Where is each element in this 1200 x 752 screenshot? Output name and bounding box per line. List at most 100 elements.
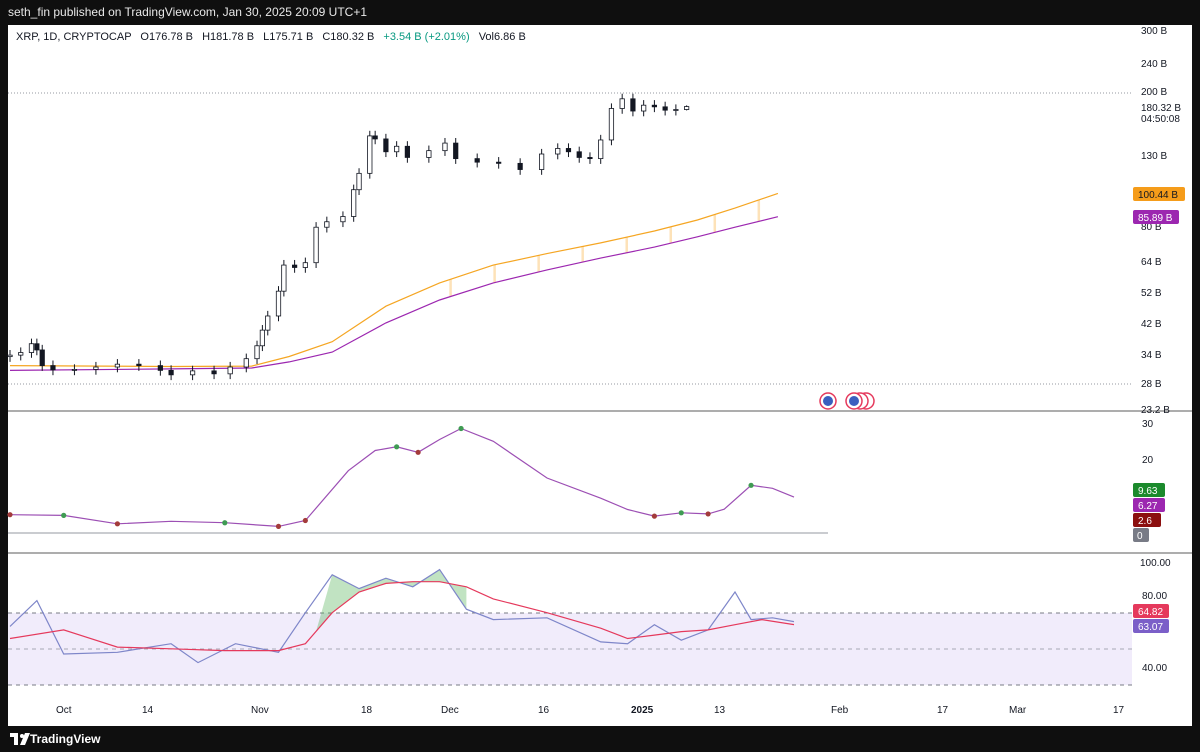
legend-open: O176.78 B — [140, 31, 193, 43]
ema-fill-segment — [581, 246, 584, 262]
legend-symbol: XRP, 1D, CRYPTOCAP — [16, 31, 131, 43]
candle-body — [259, 329, 265, 347]
ema-fast-line — [9, 192, 779, 368]
candle-body — [313, 226, 319, 264]
candle-body — [34, 343, 40, 351]
candle-body — [351, 189, 357, 217]
event-flags[interactable] — [819, 392, 875, 410]
candle-body — [641, 104, 647, 112]
candlestick-series — [7, 93, 690, 381]
time-label: 18 — [361, 705, 373, 716]
adx-signal-dot — [114, 521, 120, 527]
candle-body — [157, 365, 163, 371]
candle-body — [7, 354, 13, 358]
candle-body — [474, 158, 480, 163]
candle-body — [684, 106, 690, 110]
ema-fill-segment — [537, 255, 540, 272]
rsi-tick: 40.00 — [1142, 663, 1167, 674]
price-tick: 80 B — [1141, 222, 1162, 233]
rsi-badge: 64.82 — [1133, 604, 1169, 618]
candle-body — [324, 221, 330, 228]
price-tick: 64 B — [1141, 257, 1162, 268]
ema-slow-badge: 85.89 B — [1133, 210, 1179, 224]
candle-body — [662, 106, 668, 111]
svg-text:6.27: 6.27 — [1138, 501, 1158, 512]
candle-body — [576, 151, 582, 158]
adx-signal-dot — [458, 425, 464, 432]
candle-body — [619, 98, 625, 109]
adx-zero-badge: 0 — [1133, 528, 1149, 542]
ema-fast-value: 100.44 B — [1138, 190, 1178, 201]
candle-body — [254, 345, 260, 360]
legend-low: L175.71 B — [263, 31, 313, 43]
candle-body — [383, 138, 389, 153]
ema-fill-bands — [449, 199, 761, 297]
adx-signal-dot — [748, 482, 754, 488]
candle-body — [18, 352, 24, 356]
ema-fill-segment — [713, 214, 717, 233]
time-label: Nov — [251, 705, 269, 716]
countdown-label: 04:50:08 — [1141, 114, 1180, 125]
time-label: 2025 — [631, 705, 654, 716]
candle-body — [587, 157, 593, 160]
candle-body — [539, 153, 545, 170]
time-label: 13 — [714, 705, 726, 716]
adx-main-badge: 6.27 — [1133, 498, 1165, 512]
adx-tick: 20 — [1142, 455, 1154, 466]
price-tick: 130 B — [1141, 151, 1167, 162]
svg-text:63.07: 63.07 — [1138, 622, 1163, 633]
ema-fill-segment — [757, 199, 761, 222]
candle-body — [302, 262, 308, 268]
price-tick: 28 B — [1141, 379, 1162, 390]
adx-signal-dot — [222, 520, 228, 526]
price-tick: 23.2 B — [1141, 405, 1170, 416]
price-tick: 300 B — [1141, 26, 1167, 37]
candle-body — [28, 343, 35, 353]
candle-body — [426, 150, 432, 158]
candle-body — [227, 366, 233, 375]
candle-body — [555, 148, 561, 155]
rsi-ma-line — [9, 581, 795, 652]
candle-body — [114, 363, 120, 368]
us-flag-icon-core — [849, 396, 859, 406]
candle-body — [39, 349, 45, 366]
candle-body — [71, 369, 78, 371]
ema-fill-segment — [449, 279, 452, 297]
adx-minus-badge: 2.6 — [1133, 513, 1161, 527]
rsi-tick: 100.00 — [1140, 558, 1171, 569]
svg-text:64.82: 64.82 — [1138, 607, 1163, 618]
adx-signal-dot — [275, 523, 282, 529]
time-axis[interactable]: Oct 14 Nov 18 Dec 16 2025 13 Feb 17 Mar … — [56, 705, 1125, 716]
candle-body — [292, 264, 298, 268]
time-label: 14 — [142, 705, 154, 716]
ema-fast-badge: 100.44 B — [1133, 187, 1185, 201]
price-axis[interactable]: 300 B 240 B 200 B 180.32 B 04:50:08 130 … — [1141, 26, 1181, 416]
last-price-label: 180.32 B — [1141, 103, 1181, 114]
legend-volume: Vol6.86 B — [479, 31, 526, 43]
chart-canvas[interactable]: XRP, 1D, CRYPTOCAP O176.78 B H181.78 B L… — [0, 25, 1200, 727]
published-note: seth_fin published on TradingView.com, J… — [8, 5, 368, 19]
time-label: Dec — [441, 705, 459, 716]
price-tick: 240 B — [1141, 59, 1167, 70]
adx-signal-dot — [415, 449, 421, 455]
candle-body — [598, 139, 604, 160]
ema-fill-segment — [493, 264, 496, 283]
candle-body — [404, 145, 410, 158]
price-tick: 34 B — [1141, 350, 1162, 361]
candle-body — [565, 148, 572, 153]
svg-text:9.63: 9.63 — [1138, 486, 1158, 497]
candle-body — [281, 264, 287, 292]
candle-body — [630, 98, 636, 112]
ema-slow-line — [9, 216, 779, 371]
adx-tick: 30 — [1142, 419, 1154, 430]
rsi-overbought-fill — [316, 569, 467, 632]
time-label: 16 — [538, 705, 550, 716]
candle-body — [168, 369, 174, 376]
candle-body — [50, 365, 56, 371]
us-flag-icon-core — [823, 396, 833, 406]
tradingview-logo-icon — [10, 733, 30, 745]
svg-text:0: 0 — [1137, 531, 1143, 542]
adx-signal-dot — [61, 512, 67, 518]
candle-body — [136, 363, 142, 366]
candle-body — [651, 104, 658, 108]
